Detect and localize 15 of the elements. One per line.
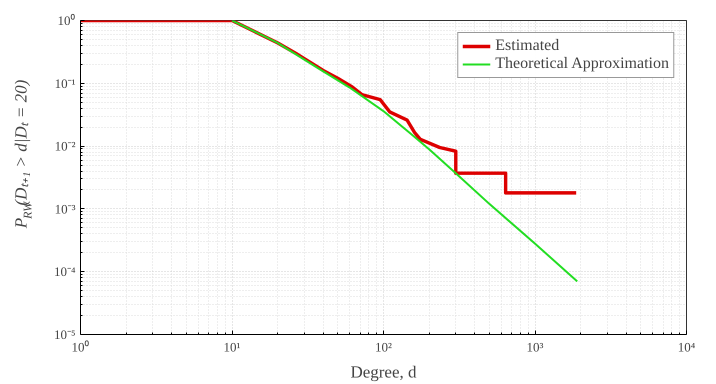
y-tick-label: 10⁻⁴ [54, 264, 76, 280]
y-tick-label: 10⁻¹ [54, 76, 76, 91]
legend-label: Estimated [495, 37, 560, 55]
y-tick-label: 10⁻⁵ [54, 327, 76, 342]
x-axis-title: Degree, d [350, 362, 418, 382]
x-tick-label: 10⁰ [72, 340, 90, 354]
y-axis-title: PRW(Dₜ₊₁ > d|Dₜ = 20) [12, 79, 34, 230]
y-tick-label: 10⁻² [54, 138, 76, 154]
y-tick-label: 10⁻³ [54, 201, 76, 216]
y-tick-label: 10⁰ [58, 13, 76, 28]
legend-label: Theoretical Approximation [495, 55, 669, 73]
x-tick-label: 10³ [526, 340, 544, 354]
x-tick-label: 10⁴ [678, 340, 696, 354]
x-tick-label: 10² [375, 340, 392, 354]
x-tick-label: 10¹ [224, 340, 241, 354]
